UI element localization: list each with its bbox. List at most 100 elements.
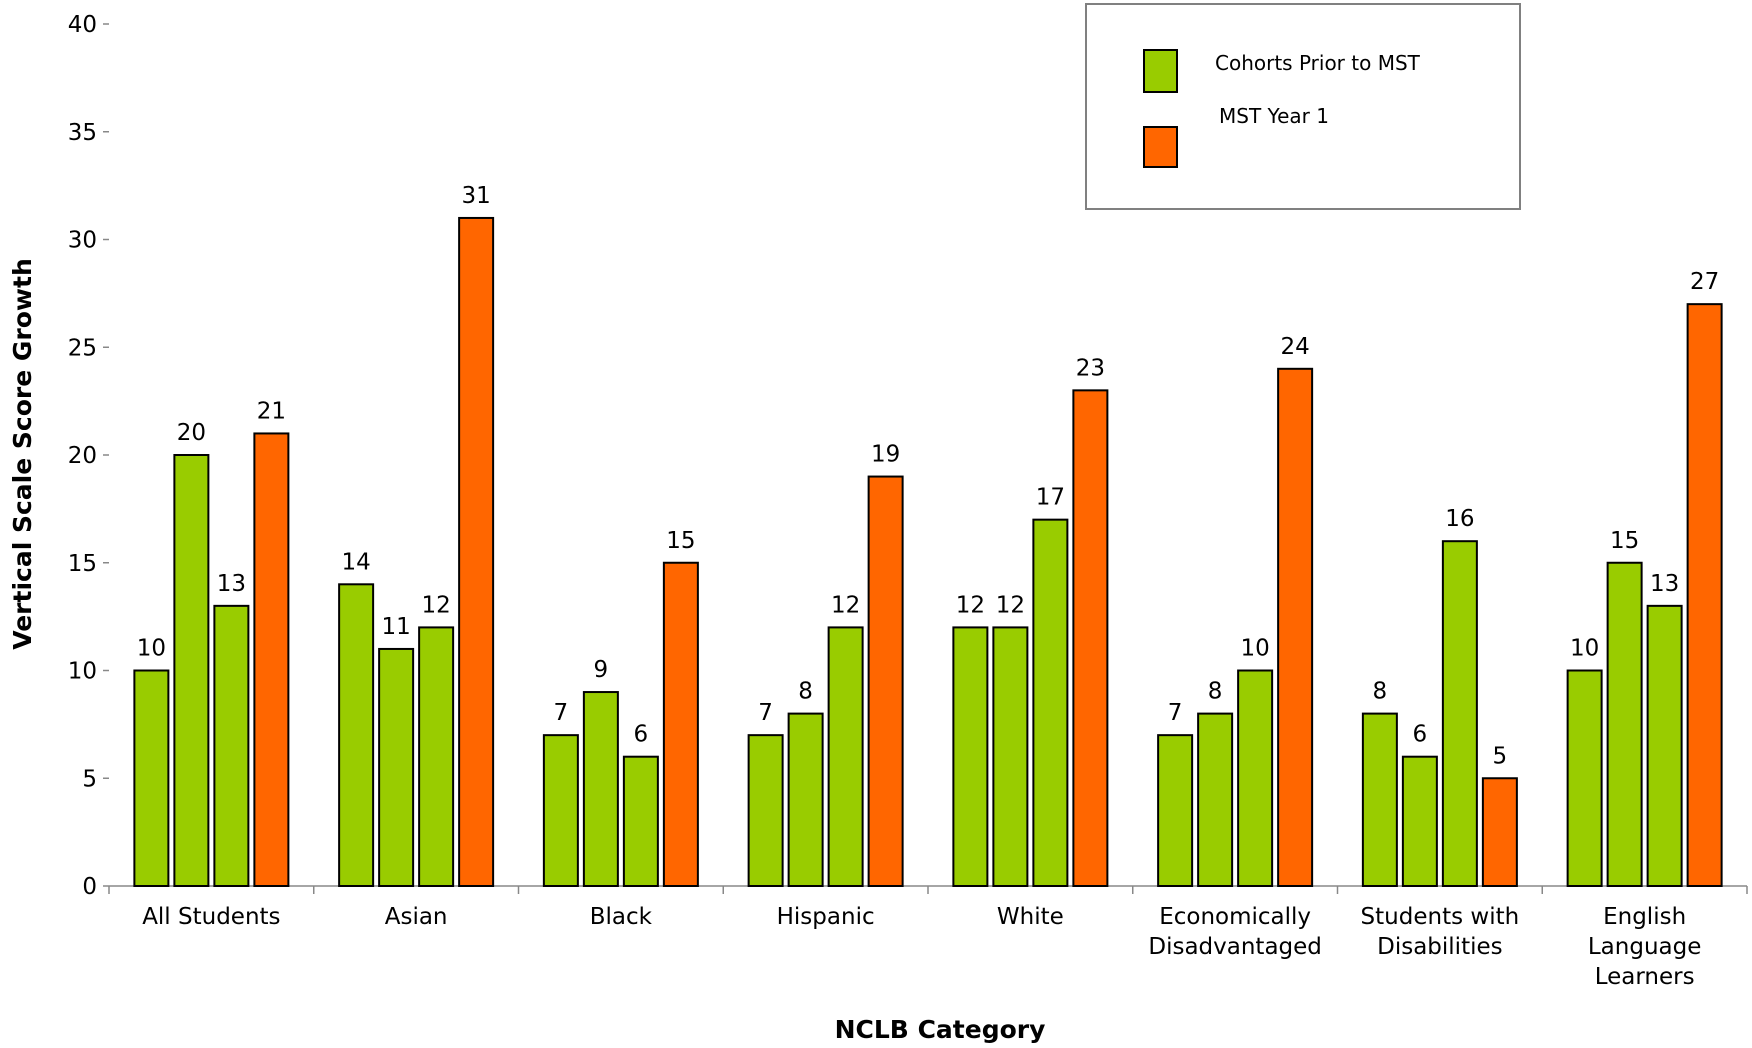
data-label: 12	[831, 592, 860, 618]
data-label: 12	[421, 592, 450, 618]
category-label: Disadvantaged	[1148, 934, 1322, 960]
data-label: 10	[137, 636, 166, 662]
legend-label-mst-year-1: MST Year 1	[1219, 104, 1329, 128]
category-label: Economically	[1159, 904, 1311, 930]
bar-asian-4	[458, 216, 495, 887]
data-label: 6	[634, 722, 649, 748]
bar-black-1	[542, 734, 579, 888]
bar-black-2	[582, 691, 619, 887]
data-label: 13	[217, 571, 246, 597]
bar-economically-disadvantaged-2	[1197, 712, 1234, 887]
bar-economically-disadvantaged-1	[1157, 734, 1194, 888]
data-label: 19	[871, 442, 900, 468]
bar-hispanic-4	[867, 475, 904, 887]
bar-all-students-2	[173, 454, 210, 887]
data-label: 7	[758, 700, 773, 726]
bar-asian-1	[338, 583, 375, 887]
y-tick-label: 35	[68, 120, 97, 146]
data-label: 13	[1650, 571, 1679, 597]
category-labels: All Students Asian Black Hispanic White Econo…	[142, 904, 1701, 990]
y-tick-label: 25	[68, 335, 97, 361]
y-axis: 0 5 10 15 20 25 30 35 40	[68, 12, 109, 900]
bar-hispanic-3	[827, 626, 864, 888]
data-label: 9	[594, 657, 609, 683]
bar-english-language-learners-1	[1566, 669, 1603, 887]
bar-english-language-learners-3	[1646, 604, 1683, 887]
bar-hispanic-2	[787, 712, 824, 887]
category-label: Asian	[385, 904, 448, 930]
data-label: 17	[1036, 485, 1065, 511]
y-tick-label: 20	[68, 443, 97, 469]
category-label: English	[1603, 904, 1686, 930]
data-label: 5	[1493, 743, 1508, 769]
bar-english-language-learners-4	[1686, 303, 1723, 887]
bar-english-language-learners-2	[1606, 561, 1643, 887]
bar-black-3	[622, 755, 659, 888]
legend-swatch-cohorts-prior	[1143, 49, 1178, 93]
bar-students-with-disabilities-2	[1401, 755, 1438, 888]
data-label: 14	[341, 549, 370, 575]
data-label: 7	[554, 700, 569, 726]
data-label: 8	[1373, 679, 1388, 705]
bar-all-students-4	[253, 432, 290, 887]
bar-all-students-1	[133, 669, 170, 887]
y-tick-label: 10	[68, 659, 97, 685]
bar-asian-3	[418, 626, 455, 888]
data-label: 23	[1076, 355, 1105, 381]
bar-economically-disadvantaged-3	[1237, 669, 1274, 887]
x-axis-title: NCLB Category	[835, 1015, 1046, 1044]
bar-white-2	[992, 626, 1029, 888]
category-label: All Students	[142, 904, 280, 930]
legend-box	[1085, 3, 1521, 210]
category-label: Students with	[1361, 904, 1520, 930]
data-label: 10	[1240, 636, 1269, 662]
bar-students-with-disabilities-3	[1441, 540, 1478, 887]
data-label: 12	[996, 592, 1025, 618]
data-label: 21	[257, 398, 286, 424]
data-label: 8	[798, 679, 813, 705]
y-tick-label: 40	[68, 12, 97, 38]
data-label: 15	[666, 528, 695, 554]
data-label: 20	[177, 420, 206, 446]
data-label: 8	[1208, 679, 1223, 705]
y-tick-label: 30	[68, 228, 97, 254]
bar-black-4	[662, 561, 699, 887]
data-label: 16	[1445, 506, 1474, 532]
y-tick-label: 0	[82, 874, 97, 900]
data-label: 10	[1570, 636, 1599, 662]
bar-white-4	[1072, 389, 1109, 887]
y-tick-label: 5	[82, 766, 97, 792]
category-label: Hispanic	[777, 904, 875, 930]
legend-swatch-mst-year-1	[1143, 126, 1178, 168]
bar-hispanic-1	[747, 734, 784, 888]
data-label: 12	[956, 592, 985, 618]
bar-white-1	[952, 626, 989, 888]
bar-asian-2	[378, 647, 415, 888]
bar-students-with-disabilities-4	[1481, 777, 1518, 887]
bar-white-3	[1032, 518, 1069, 888]
x-axis-ticks	[108, 886, 1748, 894]
category-label: Black	[590, 904, 653, 930]
data-label: 31	[461, 183, 490, 209]
bar-economically-disadvantaged-4	[1277, 367, 1314, 887]
data-label: 6	[1413, 722, 1428, 748]
legend-label-cohorts-prior: Cohorts Prior to MST	[1215, 51, 1421, 75]
category-label: Language	[1588, 934, 1702, 960]
bar-all-students-3	[213, 604, 250, 887]
y-axis-title: Vertical Scale Score Growth	[8, 258, 37, 650]
category-label: White	[997, 904, 1064, 930]
bar-students-with-disabilities-1	[1361, 712, 1398, 887]
bars	[133, 216, 1723, 888]
data-label: 7	[1168, 700, 1183, 726]
category-label: Disabilities	[1377, 934, 1503, 960]
category-label: Learners	[1595, 964, 1695, 990]
legend: Cohorts Prior to MST MST Year 1	[1085, 3, 1521, 210]
data-label: 11	[381, 614, 410, 640]
data-label: 24	[1280, 334, 1309, 360]
y-tick-label: 15	[68, 551, 97, 577]
data-label: 15	[1610, 528, 1639, 554]
data-label: 27	[1690, 269, 1719, 295]
